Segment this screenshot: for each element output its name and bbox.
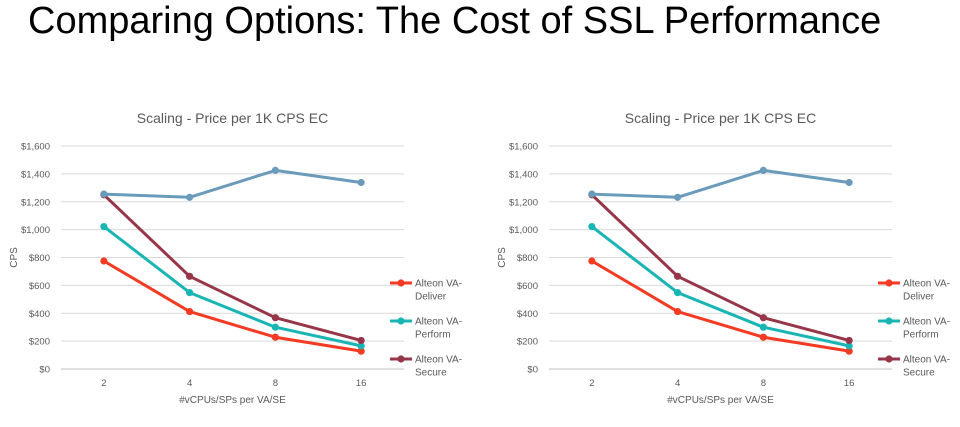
legend-label: Alteon VA- (415, 317, 462, 328)
legend-label: Deliver (415, 292, 447, 303)
x-tick-label: 2 (589, 378, 594, 389)
data-point (100, 190, 108, 198)
legend-marker-dot (397, 317, 405, 325)
y-tick-label: $1,600 (21, 142, 50, 153)
legend-label: Alteon VA- (903, 317, 950, 328)
legend-marker-dot (885, 317, 893, 325)
x-axis-label: #vCPUs/SPs per VA/SE (667, 395, 774, 406)
data-point (845, 342, 853, 350)
data-point (271, 323, 279, 331)
data-point (845, 178, 853, 187)
x-tick-label: 16 (356, 378, 367, 389)
chart-title: Scaling - Price per 1K CPS EC (625, 110, 816, 126)
y-tick-label: $200 (29, 337, 50, 348)
data-point (357, 178, 365, 187)
legend-marker-dot (397, 355, 405, 363)
x-tick-label: 8 (273, 378, 278, 389)
legend-label: Deliver (903, 292, 935, 303)
series-line (102, 225, 363, 348)
y-tick-label: $800 (517, 253, 538, 264)
legend-label: Alteon VA- (415, 279, 462, 290)
y-tick-label: $1,000 (21, 225, 50, 236)
data-point (100, 257, 108, 265)
y-tick-label: $400 (29, 309, 50, 320)
data-point (357, 347, 365, 355)
x-tick-label: 16 (844, 378, 855, 389)
price-chart-left: Scaling - Price per 1K CPS EC $0 $200 $400 $… (9, 110, 462, 406)
data-point (588, 190, 596, 198)
data-point (845, 347, 853, 355)
y-tick-label: $1,600 (509, 142, 538, 153)
data-point (588, 222, 596, 231)
y-tick-label: $1,200 (509, 197, 538, 208)
y-tick-label: $600 (29, 281, 50, 292)
data-point (186, 272, 194, 280)
series-line (590, 193, 851, 342)
y-axis-label: CPS (9, 247, 20, 268)
slide-title: Comparing Options: The Cost of SSL Perfo… (28, 0, 882, 42)
legend-label: Alteon VA- (415, 355, 462, 366)
y-tick-label: $600 (517, 281, 538, 292)
x-tick-label: 8 (761, 378, 766, 389)
data-point (357, 342, 365, 350)
y-tick-label: $400 (517, 309, 538, 320)
y-tick-label: $1,400 (509, 169, 538, 180)
data-point (845, 336, 853, 345)
data-point (588, 257, 596, 265)
x-tick-label: 2 (101, 378, 106, 389)
data-point (674, 307, 682, 316)
data-point (759, 333, 767, 341)
legend-label: Secure (415, 368, 447, 379)
y-tick-label: $1,000 (509, 225, 538, 236)
legend-marker-dot (397, 279, 405, 287)
data-point (271, 333, 279, 341)
y-tick-label: $0 (39, 365, 50, 376)
y-tick-label: $800 (29, 253, 50, 264)
y-tick-label: $200 (517, 337, 538, 348)
x-tick-label: 4 (187, 378, 192, 389)
data-point (759, 323, 767, 331)
data-point (674, 289, 682, 297)
y-tick-label: $1,400 (21, 169, 50, 180)
x-axis-label: #vCPUs/SPs per VA/SE (179, 395, 286, 406)
series-line (590, 259, 851, 353)
legend-marker-dot (885, 355, 893, 363)
data-point (100, 222, 108, 231)
legend-label: Alteon VA- (903, 355, 950, 366)
price-chart-right: Scaling - Price per 1K CPS EC $0 $200 $400 $… (497, 110, 950, 406)
y-axis-label: CPS (497, 247, 508, 268)
legend-marker-dot (885, 279, 893, 287)
legend-label: Alteon VA- (903, 279, 950, 290)
data-point (271, 166, 279, 174)
chart-title: Scaling - Price per 1K CPS EC (137, 110, 328, 126)
legend-label: Secure (903, 368, 935, 379)
legend-label: Perform (903, 330, 939, 341)
series-line (102, 168, 363, 199)
legend-label: Perform (415, 330, 451, 341)
series-line (590, 225, 851, 348)
data-point (357, 336, 365, 345)
y-tick-label: $0 (527, 365, 538, 376)
data-point (186, 289, 194, 297)
series-line (590, 168, 851, 199)
data-point (271, 314, 279, 322)
data-point (186, 193, 194, 201)
data-point (759, 166, 767, 174)
data-point (759, 314, 767, 322)
series-line (102, 193, 363, 342)
data-point (674, 193, 682, 201)
y-tick-label: $1,200 (21, 197, 50, 208)
data-point (186, 307, 194, 316)
data-point (674, 272, 682, 280)
x-tick-label: 4 (675, 378, 680, 389)
series-line (102, 259, 363, 353)
